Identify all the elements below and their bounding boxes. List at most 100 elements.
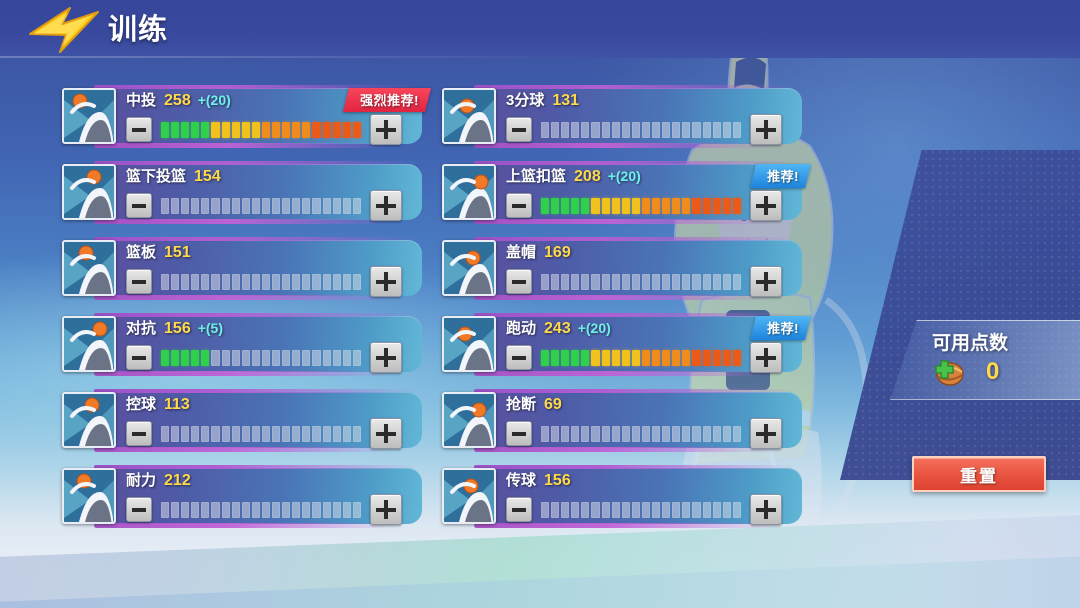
progress-segment (161, 121, 170, 138)
decrease-button[interactable] (126, 345, 152, 370)
increase-button[interactable] (750, 342, 782, 373)
progress-segment (722, 121, 731, 138)
progress-segment (571, 501, 580, 518)
progress-segment (251, 349, 260, 366)
progress-segment (352, 121, 361, 138)
progress-segment (641, 273, 651, 290)
progress-segment (581, 501, 590, 518)
progress-segment (611, 349, 620, 366)
decrease-button[interactable] (506, 269, 532, 294)
progress-segment (191, 197, 200, 214)
progress-segment (251, 501, 260, 518)
skill-headline: 耐力 212 (126, 469, 402, 491)
reset-button[interactable]: 重置 (912, 456, 1046, 492)
minus-icon (132, 279, 146, 284)
increase-button[interactable] (750, 114, 782, 145)
progress-segment (611, 501, 620, 518)
decrease-button[interactable] (506, 497, 532, 522)
decrease-button[interactable] (126, 269, 152, 294)
progress-segment (712, 197, 721, 214)
progress-segment (211, 425, 220, 442)
skill-value: 243 (544, 320, 571, 337)
increase-button[interactable] (750, 190, 782, 221)
minus-icon (512, 279, 526, 284)
increase-button[interactable] (750, 266, 782, 297)
increase-button[interactable] (750, 418, 782, 449)
decrease-button[interactable] (126, 117, 152, 142)
decrease-button[interactable] (126, 421, 152, 446)
decrease-button[interactable] (506, 193, 532, 218)
progress-segment (692, 425, 701, 442)
progress-segment (722, 425, 731, 442)
decrease-button[interactable] (506, 117, 532, 142)
progress-segment (571, 197, 580, 214)
progress-segment (541, 425, 550, 442)
progress-segment (712, 349, 721, 366)
progress-segment (272, 197, 281, 214)
recommendation-badge-label: 推荐! (767, 321, 800, 336)
skill-value: 208 (574, 168, 601, 185)
progress-segment (191, 121, 200, 138)
skill-content: 抢断 69 (506, 390, 782, 449)
progress-segment (231, 349, 240, 366)
progress-segment (672, 501, 681, 518)
skill-name: 上篮扣篮 (506, 168, 567, 185)
jump-shot-icon (62, 88, 116, 144)
progress-segment (601, 425, 610, 442)
decrease-button[interactable] (126, 193, 152, 218)
skill-row: 3分球 131 (442, 85, 802, 148)
plus-icon-vertical (384, 272, 388, 291)
progress-segment (631, 273, 640, 290)
progress-segment (732, 273, 741, 290)
progress-segment (191, 349, 200, 366)
progress-segment (702, 197, 711, 214)
increase-button[interactable] (370, 418, 402, 449)
progress-segment (282, 197, 291, 214)
progress-segment (621, 349, 630, 366)
progress-segment (272, 121, 281, 138)
skill-headline: 抢断 69 (506, 393, 782, 415)
progress-segment (342, 349, 351, 366)
progress-segment (692, 501, 701, 518)
progress-segment (181, 501, 190, 518)
progress-segment (221, 501, 230, 518)
minus-icon (512, 127, 526, 132)
increase-button[interactable] (370, 266, 402, 297)
progress-segment (702, 501, 711, 518)
progress-segment (561, 273, 570, 290)
progress-segment (551, 197, 560, 214)
progress-segment (282, 273, 291, 290)
progress-segment (551, 273, 560, 290)
progress-segment (312, 273, 321, 290)
progress-segment (171, 121, 180, 138)
progress-segment (652, 349, 661, 366)
increase-button[interactable] (370, 494, 402, 525)
increase-button[interactable] (370, 190, 402, 221)
increase-button[interactable] (370, 114, 402, 145)
progress-segment (272, 425, 281, 442)
progress-segment (221, 121, 230, 138)
increase-button[interactable] (750, 494, 782, 525)
skill-progress-bar (540, 271, 742, 293)
increase-button[interactable] (370, 342, 402, 373)
decrease-button[interactable] (506, 421, 532, 446)
progress-segment (611, 425, 620, 442)
available-points-row: 0 (932, 357, 999, 387)
decrease-button[interactable] (126, 497, 152, 522)
plus-icon-vertical (764, 272, 768, 291)
plus-icon-vertical (764, 348, 768, 367)
skill-stepper-row (126, 342, 402, 373)
progress-segment (221, 349, 230, 366)
progress-segment (282, 425, 291, 442)
progress-segment (672, 121, 681, 138)
progress-segment (621, 121, 630, 138)
progress-segment (332, 425, 341, 442)
skill-content: 篮板 151 (126, 238, 402, 297)
decrease-button[interactable] (506, 345, 532, 370)
progress-segment (541, 501, 550, 518)
skill-content: 上篮扣篮 208 +(20) (506, 162, 782, 221)
progress-segment (581, 349, 590, 366)
minus-icon (512, 431, 526, 436)
minus-icon (132, 355, 146, 360)
progress-segment (292, 501, 301, 518)
